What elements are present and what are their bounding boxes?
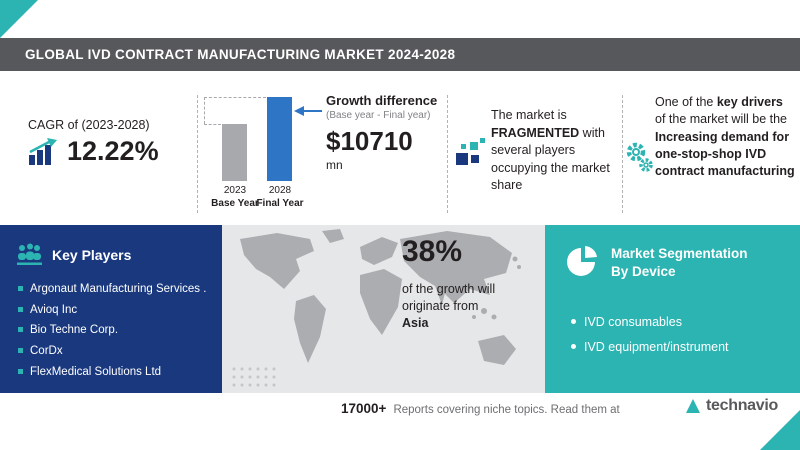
page-title: GLOBAL IVD CONTRACT MANUFACTURING MARKET… xyxy=(25,47,456,62)
list-item: CorDx xyxy=(18,345,206,358)
dashed-separator xyxy=(197,95,198,213)
world-map xyxy=(232,229,521,387)
bullet-icon xyxy=(571,319,576,324)
technavio-logo[interactable]: technavio xyxy=(685,397,778,415)
bullet-icon xyxy=(18,327,23,333)
technavio-arrow-icon xyxy=(686,399,700,413)
bullet-icon xyxy=(18,347,23,353)
fragmented-statement: The market is FRAGMENTED with several pl… xyxy=(491,107,613,195)
list-item: Avioq Inc xyxy=(18,304,206,317)
driver-text: of the market will be the xyxy=(655,112,788,127)
annotation-dash-vertical xyxy=(204,97,205,124)
growth-share-block: 38% of the growth will originate from As… xyxy=(402,235,542,330)
footer-text: Reports covering niche topics. Read them… xyxy=(393,404,620,416)
growth-region-panel: 38% of the growth will originate from As… xyxy=(222,225,545,393)
growth-title: Growth difference xyxy=(326,93,438,108)
gears-icon xyxy=(626,142,653,172)
bar-2028-final-year xyxy=(267,97,292,181)
key-players-header: Key Players xyxy=(16,243,131,267)
key-players-list: Argonaut Manufacturing Services . Avioq … xyxy=(18,283,206,386)
cagr-block: 12.22% xyxy=(28,138,159,165)
growth-subtitle: (Base year - Final year) xyxy=(326,110,431,121)
growth-chart-icon xyxy=(29,138,57,165)
fragmented-text: with several players occupying the marke… xyxy=(491,125,610,193)
corner-accent-bottom-right xyxy=(760,410,800,450)
fragmented-text: The market is xyxy=(491,108,567,122)
list-item: Bio Techne Corp. xyxy=(18,324,206,337)
people-icon xyxy=(17,243,42,265)
pie-chart-icon xyxy=(567,246,597,276)
dashed-separator xyxy=(447,95,448,213)
segmentation-list: IVD consumables IVD equipment/instrument xyxy=(571,315,729,365)
bar-2023-base-year xyxy=(222,124,247,181)
growth-arrow-line xyxy=(303,110,322,112)
growth-share-region: Asia xyxy=(402,315,429,330)
key-driver-statement: One of the key drivers of the market wil… xyxy=(655,94,795,180)
key-player-name: Bio Techne Corp. xyxy=(30,324,119,337)
fragmented-keyword: FRAGMENTED xyxy=(491,125,580,140)
bar-caption: Final Year xyxy=(256,198,304,209)
driver-keyword: key drivers xyxy=(716,95,783,109)
bar-caption: Base Year xyxy=(211,198,259,209)
bullet-icon xyxy=(571,344,576,349)
driver-detail: Increasing demand for one-stop-shop IVD … xyxy=(655,129,795,179)
bullet-icon xyxy=(18,306,23,312)
growth-share-value: 38% xyxy=(402,235,463,268)
list-item: Argonaut Manufacturing Services . xyxy=(18,283,206,296)
key-player-name: Argonaut Manufacturing Services . xyxy=(30,283,207,295)
annotation-dash-base xyxy=(204,124,221,125)
footer-note: 17000+ Reports covering niche topics. Re… xyxy=(341,401,620,416)
bar-2028-label: 2028 Final Year xyxy=(250,185,310,209)
bullet-icon xyxy=(18,368,23,374)
key-players-panel: Key Players Argonaut Manufacturing Servi… xyxy=(0,225,222,393)
list-item: FlexMedical Solutions Ltd xyxy=(18,366,206,379)
bar-year: 2028 xyxy=(268,185,292,196)
key-player-name: CorDx xyxy=(30,344,63,357)
key-players-title: Key Players xyxy=(52,247,132,263)
cagr-value: 12.22% xyxy=(67,136,159,166)
growth-value: $10710 xyxy=(326,126,413,156)
growth-difference-block: Growth difference (Base year - Final yea… xyxy=(326,93,441,172)
growth-share-text: of the growth will originate from xyxy=(402,282,496,313)
list-item: IVD equipment/instrument xyxy=(571,340,729,354)
driver-text: One of the xyxy=(655,95,717,109)
fragments-icon xyxy=(456,138,485,165)
segment-name: IVD equipment/instrument xyxy=(584,340,729,354)
segmentation-title: Market Segmentation By Device xyxy=(611,246,748,279)
cagr-label: CAGR of (2023-2028) xyxy=(28,118,150,132)
reports-count: 17000+ xyxy=(341,401,387,416)
bar-2023-label: 2023 Base Year xyxy=(205,185,265,209)
key-player-name: Avioq Inc xyxy=(30,303,78,316)
growth-unit: mn xyxy=(326,158,343,172)
annotation-dash-final xyxy=(204,97,266,98)
list-item: IVD consumables xyxy=(571,315,729,329)
segmentation-header: Market Segmentation By Device xyxy=(567,245,761,280)
key-player-name: FlexMedical Solutions Ltd xyxy=(30,365,162,378)
dashed-separator xyxy=(622,95,623,213)
corner-accent-top-left xyxy=(0,0,38,38)
segmentation-panel: Market Segmentation By Device IVD consum… xyxy=(545,225,800,393)
segment-name: IVD consumables xyxy=(584,315,682,329)
growth-arrow-head-icon xyxy=(294,106,304,116)
bullet-icon xyxy=(18,286,23,291)
technavio-wordmark: technavio xyxy=(706,397,778,414)
bar-year: 2023 xyxy=(223,185,247,196)
header-bar: GLOBAL IVD CONTRACT MANUFACTURING MARKET… xyxy=(0,38,800,71)
